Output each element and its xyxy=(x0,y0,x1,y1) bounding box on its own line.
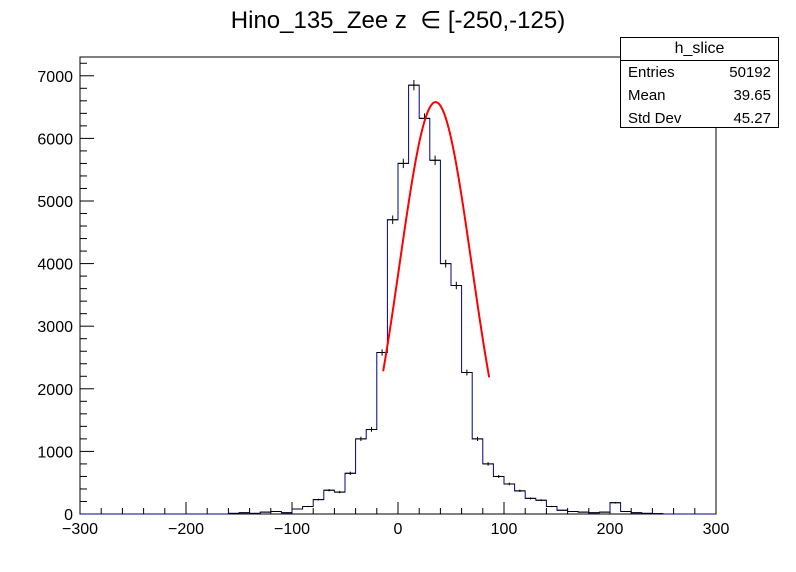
stats-label: Entries xyxy=(628,64,675,81)
y-tick-label: 1000 xyxy=(37,444,73,461)
y-tick-label: 2000 xyxy=(37,382,73,399)
x-tick-label: −300 xyxy=(62,521,98,538)
chart-title: Hino_135_Zee z ∈ [-250,-125) xyxy=(230,7,566,34)
y-tick-label: 7000 xyxy=(37,69,73,86)
y-tick-label: 5000 xyxy=(37,194,73,211)
stats-box-title: h_slice xyxy=(621,38,778,61)
stats-box: h_slice Entries 50192 Mean 39.65 Std Dev… xyxy=(620,37,779,128)
stats-label: Std Dev xyxy=(628,110,682,127)
stats-value: 50192 xyxy=(729,64,771,81)
stats-row-stddev: Std Dev 45.27 xyxy=(621,107,778,130)
stats-value: 39.65 xyxy=(733,87,771,104)
x-tick-label: −100 xyxy=(274,521,310,538)
stats-value: 45.27 xyxy=(733,110,771,127)
x-tick-label: −200 xyxy=(168,521,204,538)
stats-label: Mean xyxy=(628,87,666,104)
gaussian-fit-curve xyxy=(382,101,491,378)
y-tick-label: 6000 xyxy=(37,131,73,148)
y-tick-label: 4000 xyxy=(37,257,73,274)
x-tick-label: 200 xyxy=(597,521,624,538)
histogram-outline xyxy=(80,84,716,515)
stats-row-entries: Entries 50192 xyxy=(621,61,778,84)
x-tick-label: 300 xyxy=(703,521,730,538)
x-tick-label: 0 xyxy=(394,521,403,538)
y-tick-label: 0 xyxy=(64,507,73,524)
y-tick-label: 3000 xyxy=(37,319,73,336)
stats-row-mean: Mean 39.65 xyxy=(621,84,778,107)
x-tick-label: 100 xyxy=(491,521,518,538)
